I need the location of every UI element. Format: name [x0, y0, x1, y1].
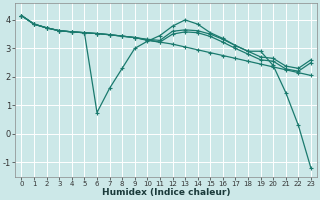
X-axis label: Humidex (Indice chaleur): Humidex (Indice chaleur): [102, 188, 230, 197]
